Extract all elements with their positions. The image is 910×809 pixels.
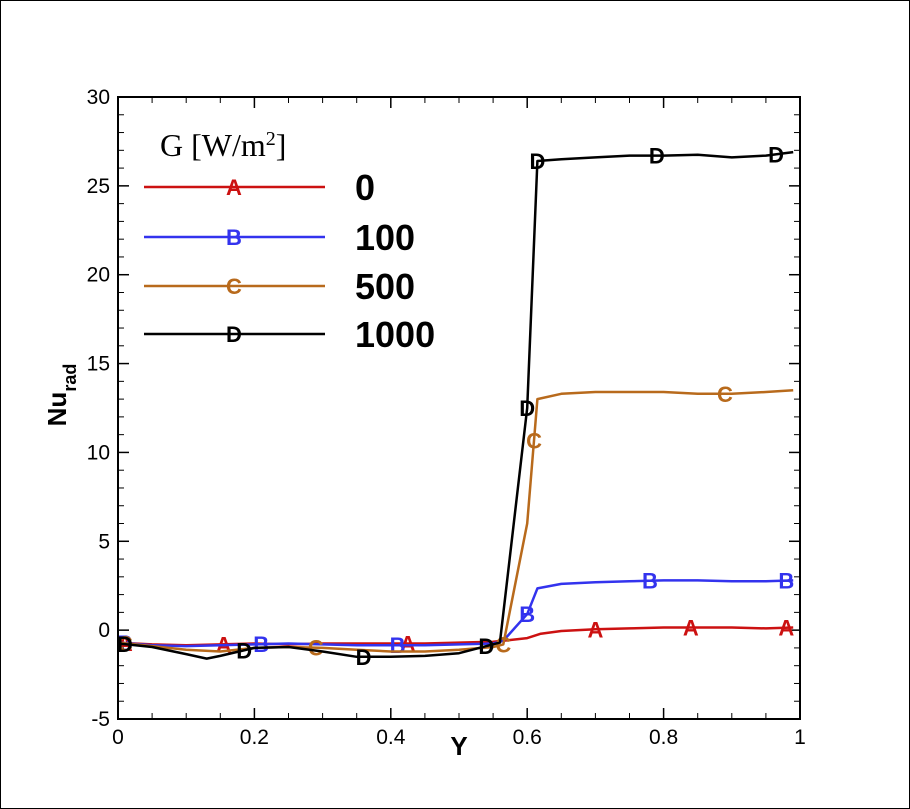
series-marker-500: C xyxy=(717,382,733,407)
plot-area-frame xyxy=(117,96,801,720)
legend-marker-1000: D xyxy=(226,322,242,347)
x-tick-label: 0.8 xyxy=(649,726,678,749)
legend: G [W/m2] A 0 B 100 C 500 D 1000 xyxy=(144,127,435,355)
series-marker-100: B xyxy=(642,569,658,594)
series-marker-1000: D xyxy=(649,144,665,169)
x-axis-title: Y xyxy=(450,731,467,761)
y-tick-label: 30 xyxy=(87,86,110,109)
x-tick-label: 0.6 xyxy=(513,726,542,749)
series-line-1000 xyxy=(117,150,794,660)
series-marker-0: A xyxy=(683,615,699,640)
x-tick-label: 0.4 xyxy=(376,726,406,749)
y-tick-label: -5 xyxy=(91,708,110,731)
series-marker-100: B xyxy=(390,633,406,658)
legend-title-end: ] xyxy=(276,127,287,163)
y-tick-label: 0 xyxy=(98,619,110,642)
y-axis-title-sub: rad xyxy=(60,364,80,392)
y-tick-label: 10 xyxy=(87,441,110,464)
y-tick-label: 5 xyxy=(98,530,110,553)
legend-marker-100: B xyxy=(226,225,242,250)
series-marker-0: A xyxy=(587,617,603,642)
y-tick-label: 20 xyxy=(87,264,110,287)
series-marker-1000: D xyxy=(768,142,784,167)
series-marker-1000: D xyxy=(117,632,133,657)
series-marker-1000: D xyxy=(356,645,372,670)
x-tick-label: 0.2 xyxy=(240,726,269,749)
series-marker-500: C xyxy=(308,636,324,661)
legend-title: G [W/m2] xyxy=(160,127,286,163)
legend-label-500: 500 xyxy=(355,266,415,307)
legend-label-0: 0 xyxy=(355,167,375,208)
series-marker-1000: D xyxy=(519,396,535,421)
series-marker-500: C xyxy=(526,429,542,454)
y-axis-title-main: Nu xyxy=(42,392,72,427)
x-tick-label: 1 xyxy=(794,726,806,749)
legend-marker-500: C xyxy=(226,274,242,299)
series-marker-100: B xyxy=(253,632,269,657)
series-marker-1000: D xyxy=(478,634,494,659)
legend-title-main: G [W/m xyxy=(160,127,266,163)
series-marker-1000: D xyxy=(529,149,545,174)
x-tick-label: 0 xyxy=(112,726,124,749)
series-marker-500: C xyxy=(495,632,511,657)
y-axis-title: Nurad xyxy=(42,364,80,427)
y-tick-label: 25 xyxy=(87,175,110,198)
legend-title-sup: 2 xyxy=(266,128,276,150)
legend-label-100: 100 xyxy=(355,217,415,258)
legend-marker-0: A xyxy=(226,175,242,200)
series-marker-100: B xyxy=(519,602,535,627)
series-marker-1000: D xyxy=(236,638,252,663)
legend-label-1000: 1000 xyxy=(355,314,435,355)
series-line-500 xyxy=(117,388,794,653)
series-marker-100: B xyxy=(778,569,794,594)
series-marker-0: A xyxy=(778,616,794,641)
y-tick-label: 15 xyxy=(87,353,110,376)
